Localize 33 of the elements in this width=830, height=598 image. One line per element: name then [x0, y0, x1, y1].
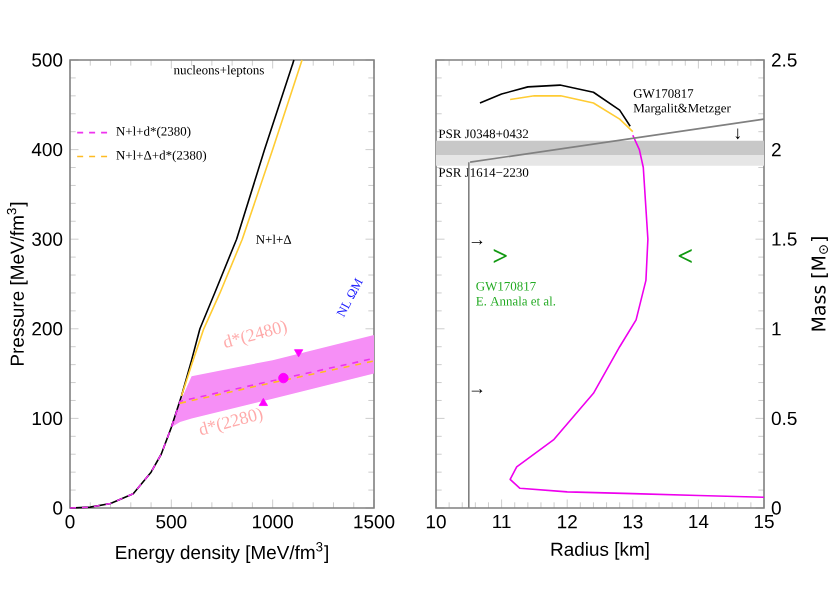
y-tick-label: 0: [771, 501, 781, 515]
y-tick-label: 500: [32, 53, 63, 67]
annotation: d*(2480): [224, 320, 287, 348]
y-tick-label: 1.5: [772, 232, 797, 246]
annotation: d*(2280): [199, 407, 263, 435]
annotation: ↓: [735, 128, 740, 140]
x-tick-label: 500: [156, 515, 187, 529]
x-tick-label: 14: [689, 515, 709, 529]
y-axis-title: Pressure [MeV/fm$^{3}$]: [6, 202, 28, 365]
x-tick-label: 1500: [354, 515, 395, 529]
y-tick-label: 1: [772, 322, 781, 336]
x-tick-label: 15: [754, 515, 774, 529]
y-tick-label: 2: [771, 142, 781, 157]
y-axis-title: Mass [M$_{⊙}$]: [811, 237, 828, 331]
x-tick-label: 11: [493, 515, 511, 529]
x-tick-label: 12: [558, 515, 577, 529]
x-tick-label: 10: [426, 515, 446, 529]
x-tick-label: 0: [65, 515, 75, 529]
y-tick-label: 300: [32, 232, 63, 246]
x-tick-label: 1000: [253, 515, 293, 529]
x-tick-label: 13: [623, 515, 643, 529]
y-tick-label: 400: [31, 142, 63, 157]
x-axis-title: Radius [km]: [551, 542, 649, 560]
y-tick-label: 0: [53, 501, 63, 515]
annotation: >: [493, 248, 507, 263]
x-axis-title: Energy density [MeV/fm$^{3}$]: [116, 542, 328, 563]
annotation: →: [471, 240, 483, 245]
annotation: <: [678, 248, 692, 263]
y-tick-label: 2.5: [771, 53, 797, 67]
y-tick-label: 100: [32, 411, 63, 426]
y-tick-label: 0.5: [771, 411, 797, 426]
annotation: →: [471, 388, 483, 394]
y-tick-label: 200: [32, 322, 63, 336]
